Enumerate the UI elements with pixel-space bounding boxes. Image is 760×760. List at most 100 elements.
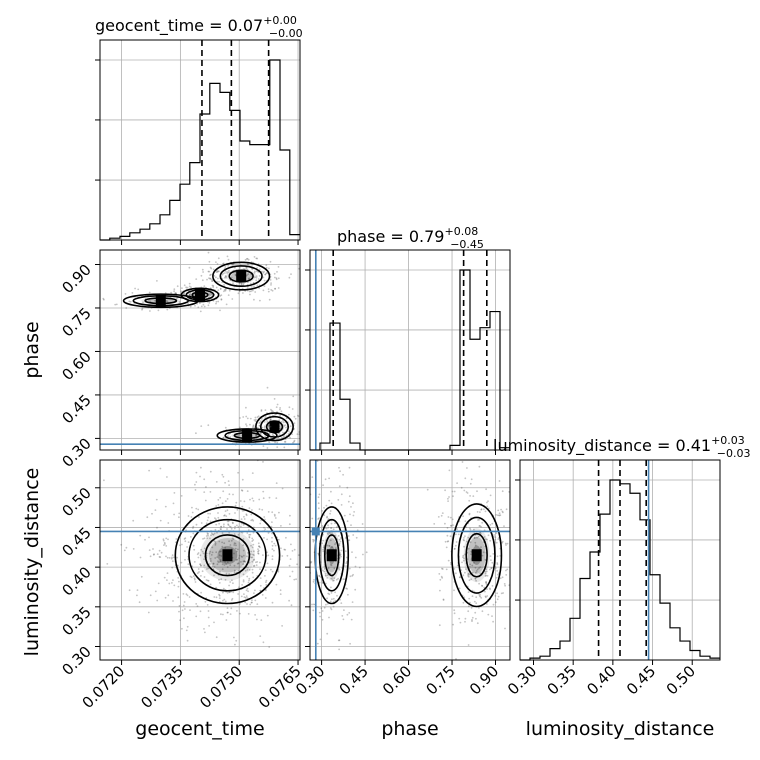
- sample-point: [245, 589, 248, 592]
- sample-point: [222, 436, 225, 439]
- sample-point: [326, 632, 329, 635]
- sample-point: [264, 409, 267, 411]
- sample-point: [213, 621, 215, 624]
- sample-point: [227, 294, 230, 296]
- sample-point: [271, 540, 273, 543]
- sample-point: [242, 563, 245, 565]
- sample-point: [199, 610, 202, 613]
- sample-point: [200, 564, 202, 567]
- sample-point: [183, 538, 186, 540]
- sample-point: [267, 526, 269, 529]
- sample-point: [245, 425, 248, 427]
- sample-point: [218, 597, 221, 599]
- sample-point: [318, 493, 321, 496]
- sample-point: [467, 591, 470, 593]
- sample-point: [288, 599, 290, 602]
- sample-point: [248, 577, 251, 580]
- sample-point: [208, 260, 211, 263]
- sample-point: [464, 477, 467, 480]
- sample-point: [250, 519, 253, 522]
- sample-point: [255, 270, 258, 273]
- sample-point: [442, 599, 445, 601]
- sample-point: [440, 575, 443, 578]
- sample-point: [477, 663, 479, 665]
- sample-point: [190, 516, 193, 518]
- sample-point: [354, 556, 357, 559]
- sample-point: [217, 499, 220, 501]
- sample-point: [461, 561, 463, 564]
- sample-point: [318, 581, 321, 584]
- sample-point: [232, 282, 234, 285]
- sample-point: [279, 407, 281, 409]
- sample-point: [188, 285, 191, 288]
- sample-point: [204, 631, 206, 634]
- sample-point: [193, 548, 196, 551]
- sample-point: [491, 561, 494, 564]
- sample-point: [231, 263, 233, 266]
- ylabel-luminosity_distance: luminosity_distance: [21, 468, 43, 657]
- sample-point: [452, 524, 454, 526]
- sample-point: [197, 556, 200, 559]
- sample-point: [248, 277, 251, 280]
- contour-line: [122, 293, 199, 309]
- sample-point: [326, 532, 329, 534]
- sample-point: [506, 568, 509, 571]
- sample-point: [306, 452, 308, 454]
- sample-point: [259, 421, 261, 424]
- sample-point: [351, 575, 354, 577]
- sample-point: [222, 272, 225, 275]
- sample-point: [478, 465, 481, 468]
- sample-point: [478, 594, 481, 597]
- sample-point: [209, 491, 212, 493]
- sample-point: [441, 568, 444, 570]
- sample-point: [221, 473, 224, 476]
- sample-point: [271, 536, 273, 539]
- sample-point: [227, 480, 230, 482]
- sample-point: [219, 528, 222, 530]
- sample-point: [251, 472, 254, 474]
- sample-point: [447, 516, 450, 518]
- sample-point: [480, 546, 482, 548]
- sample-point: [162, 538, 165, 541]
- sample-point: [222, 475, 225, 478]
- sample-point: [326, 515, 328, 518]
- sample-point: [226, 607, 229, 609]
- sample-point: [433, 523, 436, 525]
- sample-point: [505, 508, 508, 511]
- sample-point: [330, 608, 333, 611]
- sample-point: [215, 271, 218, 273]
- sample-point: [237, 533, 240, 536]
- sample-point: [228, 591, 231, 594]
- sample-point: [237, 526, 240, 528]
- sample-point: [487, 500, 489, 503]
- sample-point: [251, 264, 253, 266]
- density-peak: [471, 549, 482, 562]
- sample-point: [321, 510, 323, 512]
- sample-point: [233, 564, 236, 567]
- sample-point: [191, 506, 193, 509]
- sample-point: [302, 431, 304, 433]
- sample-point: [203, 537, 206, 540]
- sample-point: [199, 475, 201, 478]
- sample-point: [255, 418, 257, 421]
- sample-point: [98, 298, 100, 300]
- sample-point: [232, 538, 235, 540]
- sample-point: [478, 518, 481, 521]
- sample-point: [485, 574, 487, 577]
- sample-point: [313, 603, 315, 606]
- sample-point: [257, 542, 260, 545]
- sample-point: [151, 512, 153, 515]
- sample-point: [285, 536, 287, 539]
- sample-point: [271, 570, 274, 573]
- sample-point: [129, 300, 132, 303]
- sample-point: [312, 565, 314, 567]
- sample-point: [240, 522, 243, 525]
- sample-point: [190, 576, 193, 579]
- sample-point: [178, 301, 181, 303]
- sample-point: [475, 570, 478, 572]
- density-peak: [155, 294, 166, 307]
- sample-point: [174, 292, 177, 295]
- sample-point: [489, 524, 492, 526]
- sample-point: [246, 587, 249, 590]
- sample-point: [347, 500, 350, 503]
